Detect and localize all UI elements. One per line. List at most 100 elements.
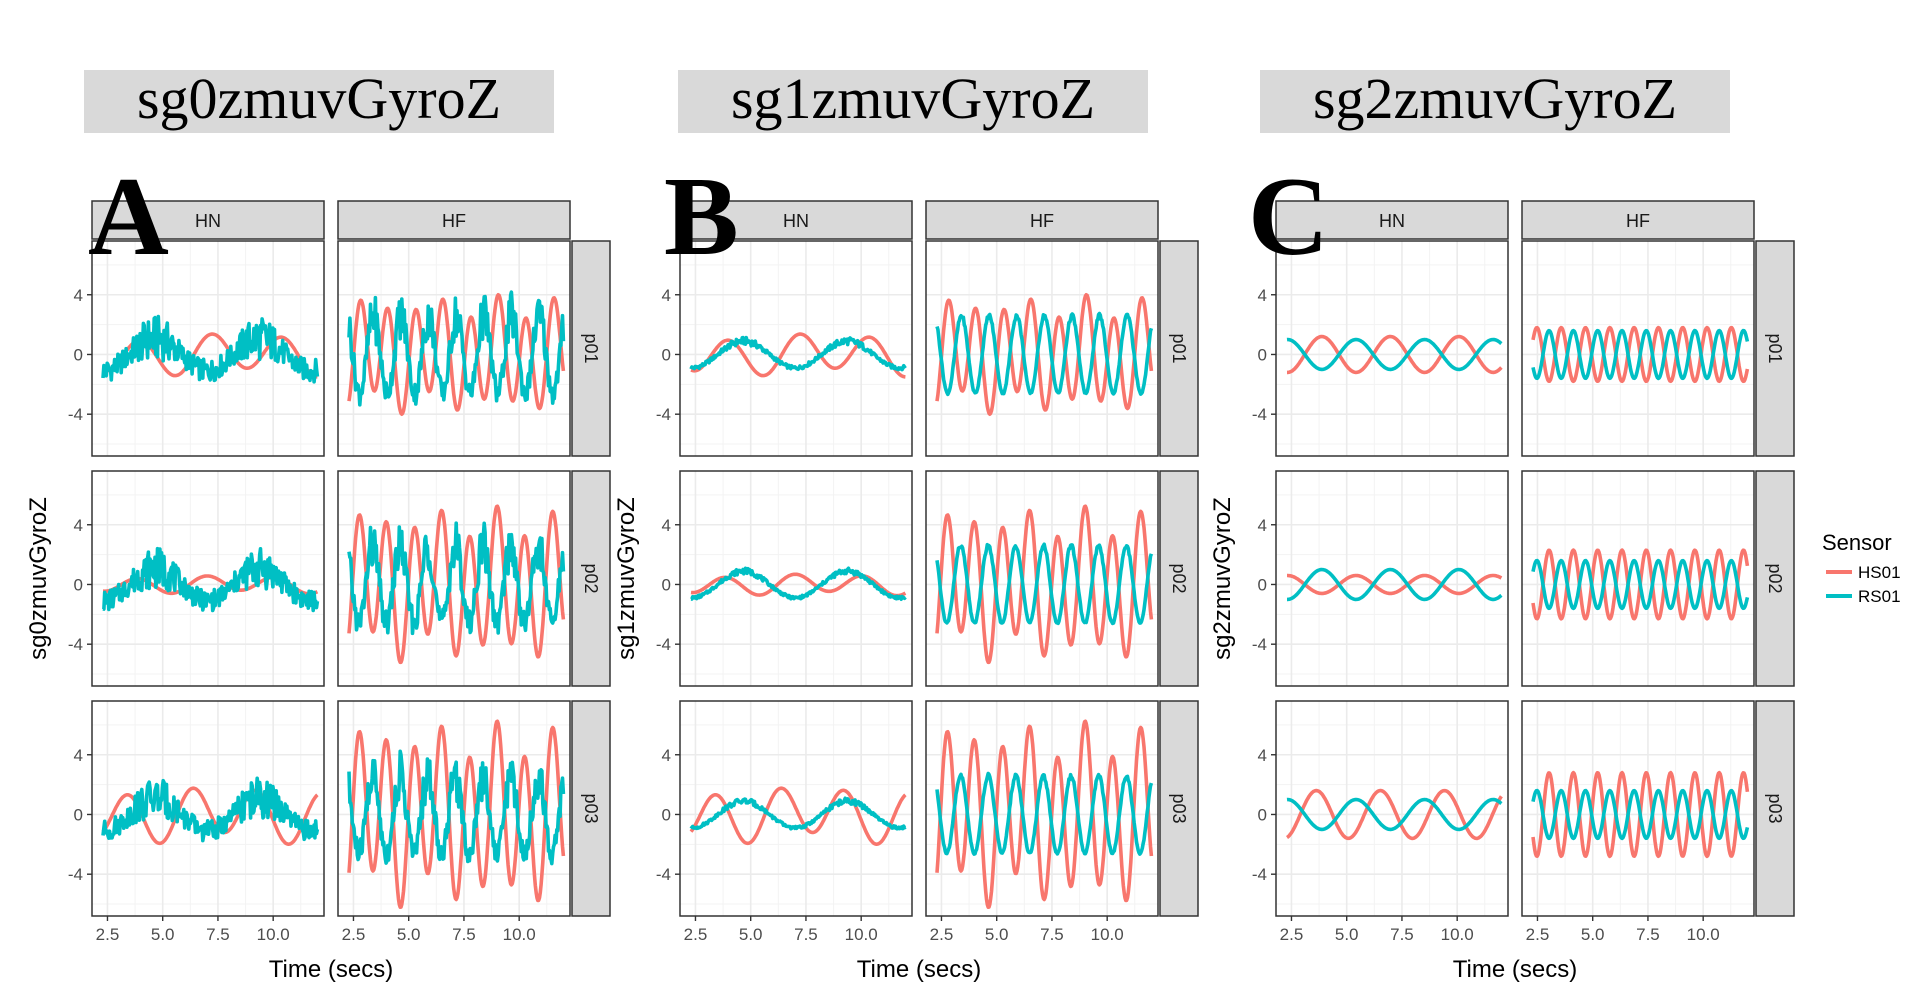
y-tick-label: 4 xyxy=(662,286,671,305)
y-tick-label: 0 xyxy=(74,575,83,594)
strip-row-label: p03 xyxy=(1169,793,1189,823)
panel-background xyxy=(1276,241,1508,456)
panel-background xyxy=(680,241,912,456)
series-line-rs01 xyxy=(347,521,566,636)
panel-hn-p03: -4 0 4 2.5 5.0 7.5 10.0 xyxy=(68,700,325,944)
y-tick-label: -4 xyxy=(656,865,671,884)
x-tick-label: 10.0 xyxy=(1441,925,1474,944)
series-line-rs01 xyxy=(935,771,1154,856)
panel-border xyxy=(337,240,571,457)
y-tick-label: 4 xyxy=(74,746,83,765)
panel-background xyxy=(92,471,324,686)
panel-hn-p02: -4 0 4 xyxy=(68,470,325,687)
title-box-0 xyxy=(84,70,554,133)
y-tick-label: 4 xyxy=(1258,746,1267,765)
panel-border xyxy=(337,700,571,917)
x-tick-label: 7.5 xyxy=(452,925,476,944)
legend-title: Sensor xyxy=(1822,530,1892,555)
y-tick-label: 4 xyxy=(1258,516,1267,535)
series-line-rs01 xyxy=(1531,788,1750,841)
strip-row-label: p03 xyxy=(1765,793,1785,823)
x-tick-label: 2.5 xyxy=(342,925,366,944)
panel-hf-p02 xyxy=(1521,470,1755,687)
panel-border xyxy=(1275,700,1509,917)
series-line-rs01 xyxy=(935,542,1154,626)
y-tick-label: 0 xyxy=(662,805,671,824)
series-line-rs01 xyxy=(690,566,907,602)
panel-border xyxy=(91,470,325,687)
y-tick-label: 0 xyxy=(1258,575,1267,594)
strip-row-p01 xyxy=(1159,240,1199,457)
series-line-rs01 xyxy=(1286,567,1503,602)
panel-hf-p03: 2.5 5.0 7.5 10.0 xyxy=(1521,700,1755,944)
x-tick-label: 5.0 xyxy=(151,925,175,944)
x-tick-label: 10.0 xyxy=(503,925,536,944)
x-tick-label: 2.5 xyxy=(96,925,120,944)
panel-hn-p03: -4 0 4 2.5 5.0 7.5 10.0 xyxy=(656,700,913,944)
panel-hn-p01: -4 0 4 xyxy=(68,240,325,457)
panel-hf-p01 xyxy=(337,240,571,457)
series-line-hs01 xyxy=(935,719,1154,910)
x-tick-label: 10.0 xyxy=(845,925,878,944)
panel-border xyxy=(91,240,325,457)
series-line-rs01 xyxy=(1286,797,1503,832)
x-tick-label: 2.5 xyxy=(1526,925,1550,944)
y-tick-label: -4 xyxy=(1252,865,1267,884)
panel-background xyxy=(338,241,570,456)
legend: Sensor HS01 RS01 xyxy=(1822,530,1901,606)
panel-background xyxy=(926,241,1158,456)
y-tick-label: -4 xyxy=(1252,405,1267,424)
strip-row-label: p03 xyxy=(581,793,601,823)
series-line-rs01 xyxy=(101,776,320,843)
panel-letter-b: B xyxy=(664,155,739,279)
panel-hn-p03: -4 0 4 2.5 5.0 7.5 10.0 xyxy=(1252,700,1509,944)
y-tick-label: 0 xyxy=(662,345,671,364)
strip-row-p03 xyxy=(1755,700,1795,917)
y-tick-label: 0 xyxy=(1258,345,1267,364)
series-line-rs01 xyxy=(1531,558,1750,611)
strip-col-hf xyxy=(1521,200,1755,240)
series-line-hs01 xyxy=(347,719,566,910)
x-tick-label: 2.5 xyxy=(930,925,954,944)
strip-row-label: p01 xyxy=(1765,333,1785,363)
legend-label-hs01: HS01 xyxy=(1858,563,1901,582)
strip-col-label: HN xyxy=(783,211,809,231)
title-box-2 xyxy=(1260,70,1730,133)
strip-row-label: p02 xyxy=(1169,563,1189,593)
strip-row-p03 xyxy=(1159,700,1199,917)
series-line-rs01 xyxy=(1286,337,1503,372)
chart-title-2: sg2zmuvGyroZ xyxy=(1313,66,1677,131)
x-tick-label: 7.5 xyxy=(1636,925,1660,944)
panel-border xyxy=(1275,470,1509,687)
y-tick-label: 4 xyxy=(74,516,83,535)
x-tick-label: 5.0 xyxy=(1335,925,1359,944)
series-line-rs01 xyxy=(101,314,320,384)
x-tick-label: 2.5 xyxy=(1280,925,1304,944)
x-tick-label: 7.5 xyxy=(1390,925,1414,944)
x-tick-label: 2.5 xyxy=(684,925,708,944)
panel-border xyxy=(679,240,913,457)
panel-border xyxy=(1275,240,1509,457)
y-tick-label: 4 xyxy=(662,516,671,535)
strip-row-p02 xyxy=(1755,470,1795,687)
strip-row-label: p02 xyxy=(581,563,601,593)
y-tick-label: 4 xyxy=(1258,286,1267,305)
x-tick-label: 10.0 xyxy=(1091,925,1124,944)
panel-border xyxy=(679,700,913,917)
x-tick-label: 7.5 xyxy=(206,925,230,944)
x-tick-label: 5.0 xyxy=(397,925,421,944)
chart-title-1: sg1zmuvGyroZ xyxy=(731,66,1095,131)
strip-col-label: HF xyxy=(1626,211,1650,231)
series-line-rs01 xyxy=(689,796,907,831)
panel-border xyxy=(91,700,325,917)
y-axis-title: sg0zmuvGyroZ xyxy=(25,497,52,660)
series-line-rs01 xyxy=(102,546,320,613)
legend-label-rs01: RS01 xyxy=(1858,587,1901,606)
panel-letter-c: C xyxy=(1248,155,1329,279)
series-line-rs01 xyxy=(689,335,907,372)
series-line-rs01 xyxy=(935,311,1154,397)
